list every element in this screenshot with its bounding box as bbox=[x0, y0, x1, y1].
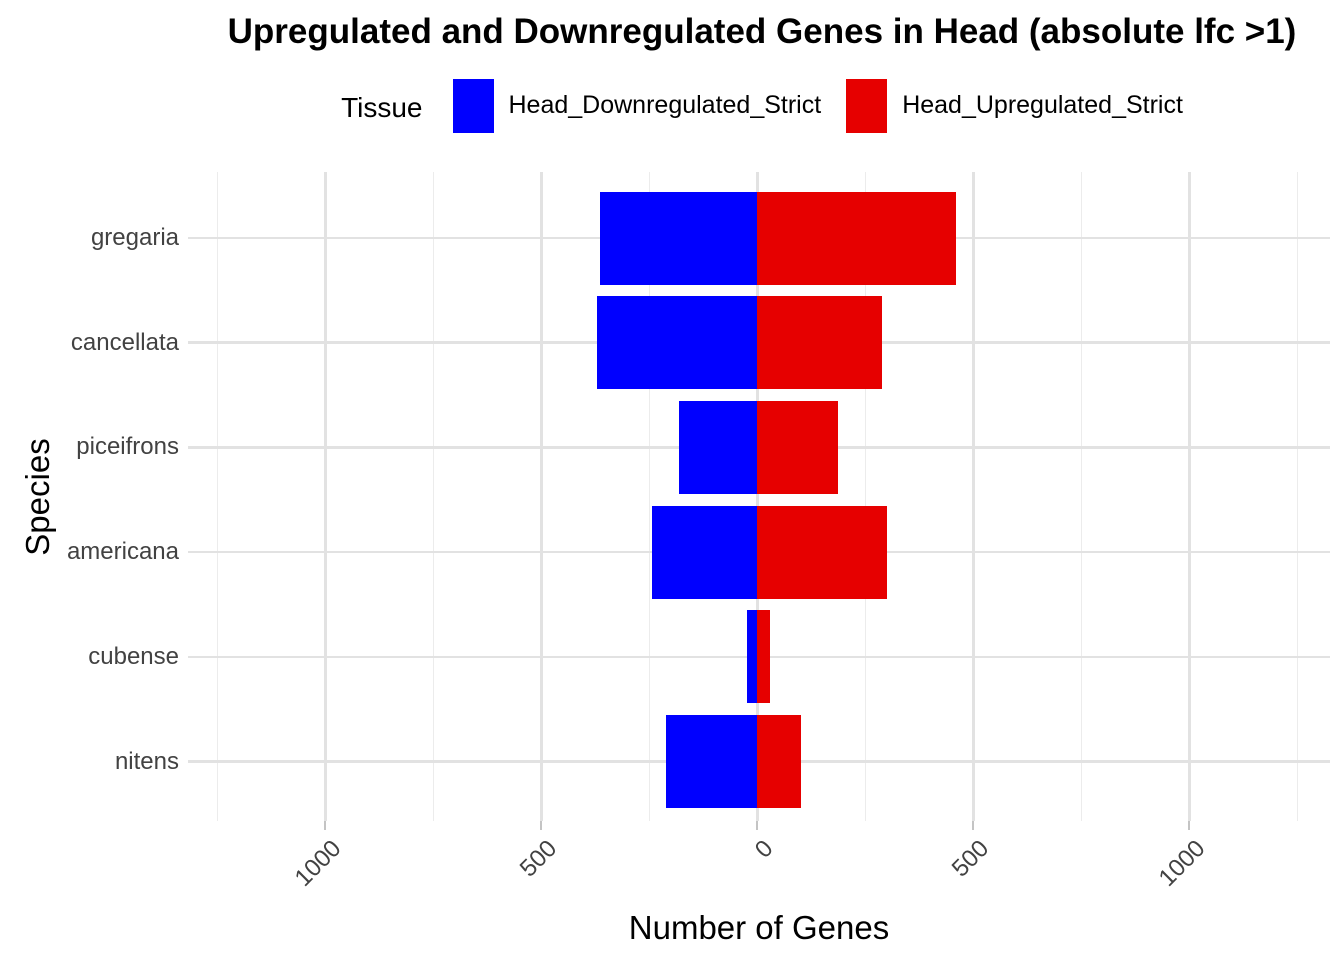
x-tick-label-text: 1000 bbox=[1153, 835, 1211, 892]
x-axis-title: Number of Genes bbox=[628, 909, 890, 946]
gridline-minor-vertical bbox=[864, 172, 867, 821]
bar-upregulated-nitens bbox=[757, 715, 801, 808]
bar-downregulated-gregaria bbox=[600, 191, 758, 285]
y-axis-title-wrap: Species bbox=[19, 397, 56, 597]
bar-downregulated-nitens bbox=[666, 715, 758, 808]
gridline-minor-vertical bbox=[432, 172, 435, 821]
gridline-minor-vertical bbox=[1080, 172, 1083, 821]
legend-swatch-icon bbox=[846, 78, 888, 133]
bar-upregulated-gregaria bbox=[757, 191, 957, 285]
gridline-minor-vertical bbox=[1296, 172, 1299, 821]
x-tick-label: 0 bbox=[539, 835, 779, 864]
gridline-minor-vertical bbox=[648, 172, 651, 821]
bar-upregulated-cubense bbox=[757, 610, 770, 704]
plot-panel bbox=[188, 172, 1330, 821]
y-tick-label-americana: americana bbox=[66, 538, 179, 566]
bar-upregulated-americana bbox=[757, 505, 887, 599]
y-tick-label-cancellata: cancellata bbox=[70, 328, 179, 356]
legend-title: Tissue bbox=[341, 92, 423, 123]
bar-upregulated-cancellata bbox=[757, 296, 882, 390]
gridline-major-vertical bbox=[540, 172, 543, 821]
gridline-minor-vertical bbox=[216, 172, 219, 821]
gridline-major-vertical bbox=[324, 172, 327, 821]
x-axis-tick bbox=[324, 821, 327, 830]
x-tick-label: 500 bbox=[755, 835, 994, 882]
x-tick-label: 500 bbox=[323, 835, 562, 882]
y-tick-label-cubense: cubense bbox=[88, 642, 179, 670]
x-axis-tick bbox=[972, 821, 975, 830]
y-tick-label-nitens: nitens bbox=[114, 747, 179, 775]
y-tick-label-piceifrons: piceifrons bbox=[76, 433, 179, 461]
legend-item: Head_Downregulated_Strict bbox=[452, 78, 822, 133]
bar-downregulated-piceifrons bbox=[678, 400, 758, 494]
x-axis-tick bbox=[1188, 821, 1191, 830]
x-tick-label: 1000 bbox=[107, 835, 347, 892]
legend-item: Head_Upregulated_Strict bbox=[846, 78, 1183, 133]
legend-items: Head_Downregulated_Strict Head_Upregulate… bbox=[438, 78, 1183, 138]
bar-downregulated-cubense bbox=[746, 610, 758, 704]
y-tick-label-gregaria: gregaria bbox=[90, 224, 179, 251]
chart-title: Upregulated and Downregulated Genes in H… bbox=[227, 12, 1297, 51]
x-axis-tick bbox=[756, 821, 759, 830]
y-axis-title: Species bbox=[19, 438, 56, 556]
gridline-major-vertical bbox=[972, 172, 975, 821]
legend-label: Head_Downregulated_Strict bbox=[508, 91, 822, 119]
x-axis-tick bbox=[540, 821, 543, 830]
legend-label: Head_Upregulated_Strict bbox=[902, 91, 1183, 119]
bar-downregulated-americana bbox=[652, 505, 758, 599]
legend: Tissue Head_Downregulated_Strict Head_Upr… bbox=[188, 78, 1336, 138]
gridline-major-vertical bbox=[756, 172, 759, 821]
gridline-major-vertical bbox=[1188, 172, 1191, 821]
bar-downregulated-cancellata bbox=[597, 296, 758, 390]
legend-swatch-icon bbox=[452, 78, 494, 133]
bar-upregulated-piceifrons bbox=[757, 400, 838, 494]
x-tick-label: 1000 bbox=[971, 835, 1211, 892]
